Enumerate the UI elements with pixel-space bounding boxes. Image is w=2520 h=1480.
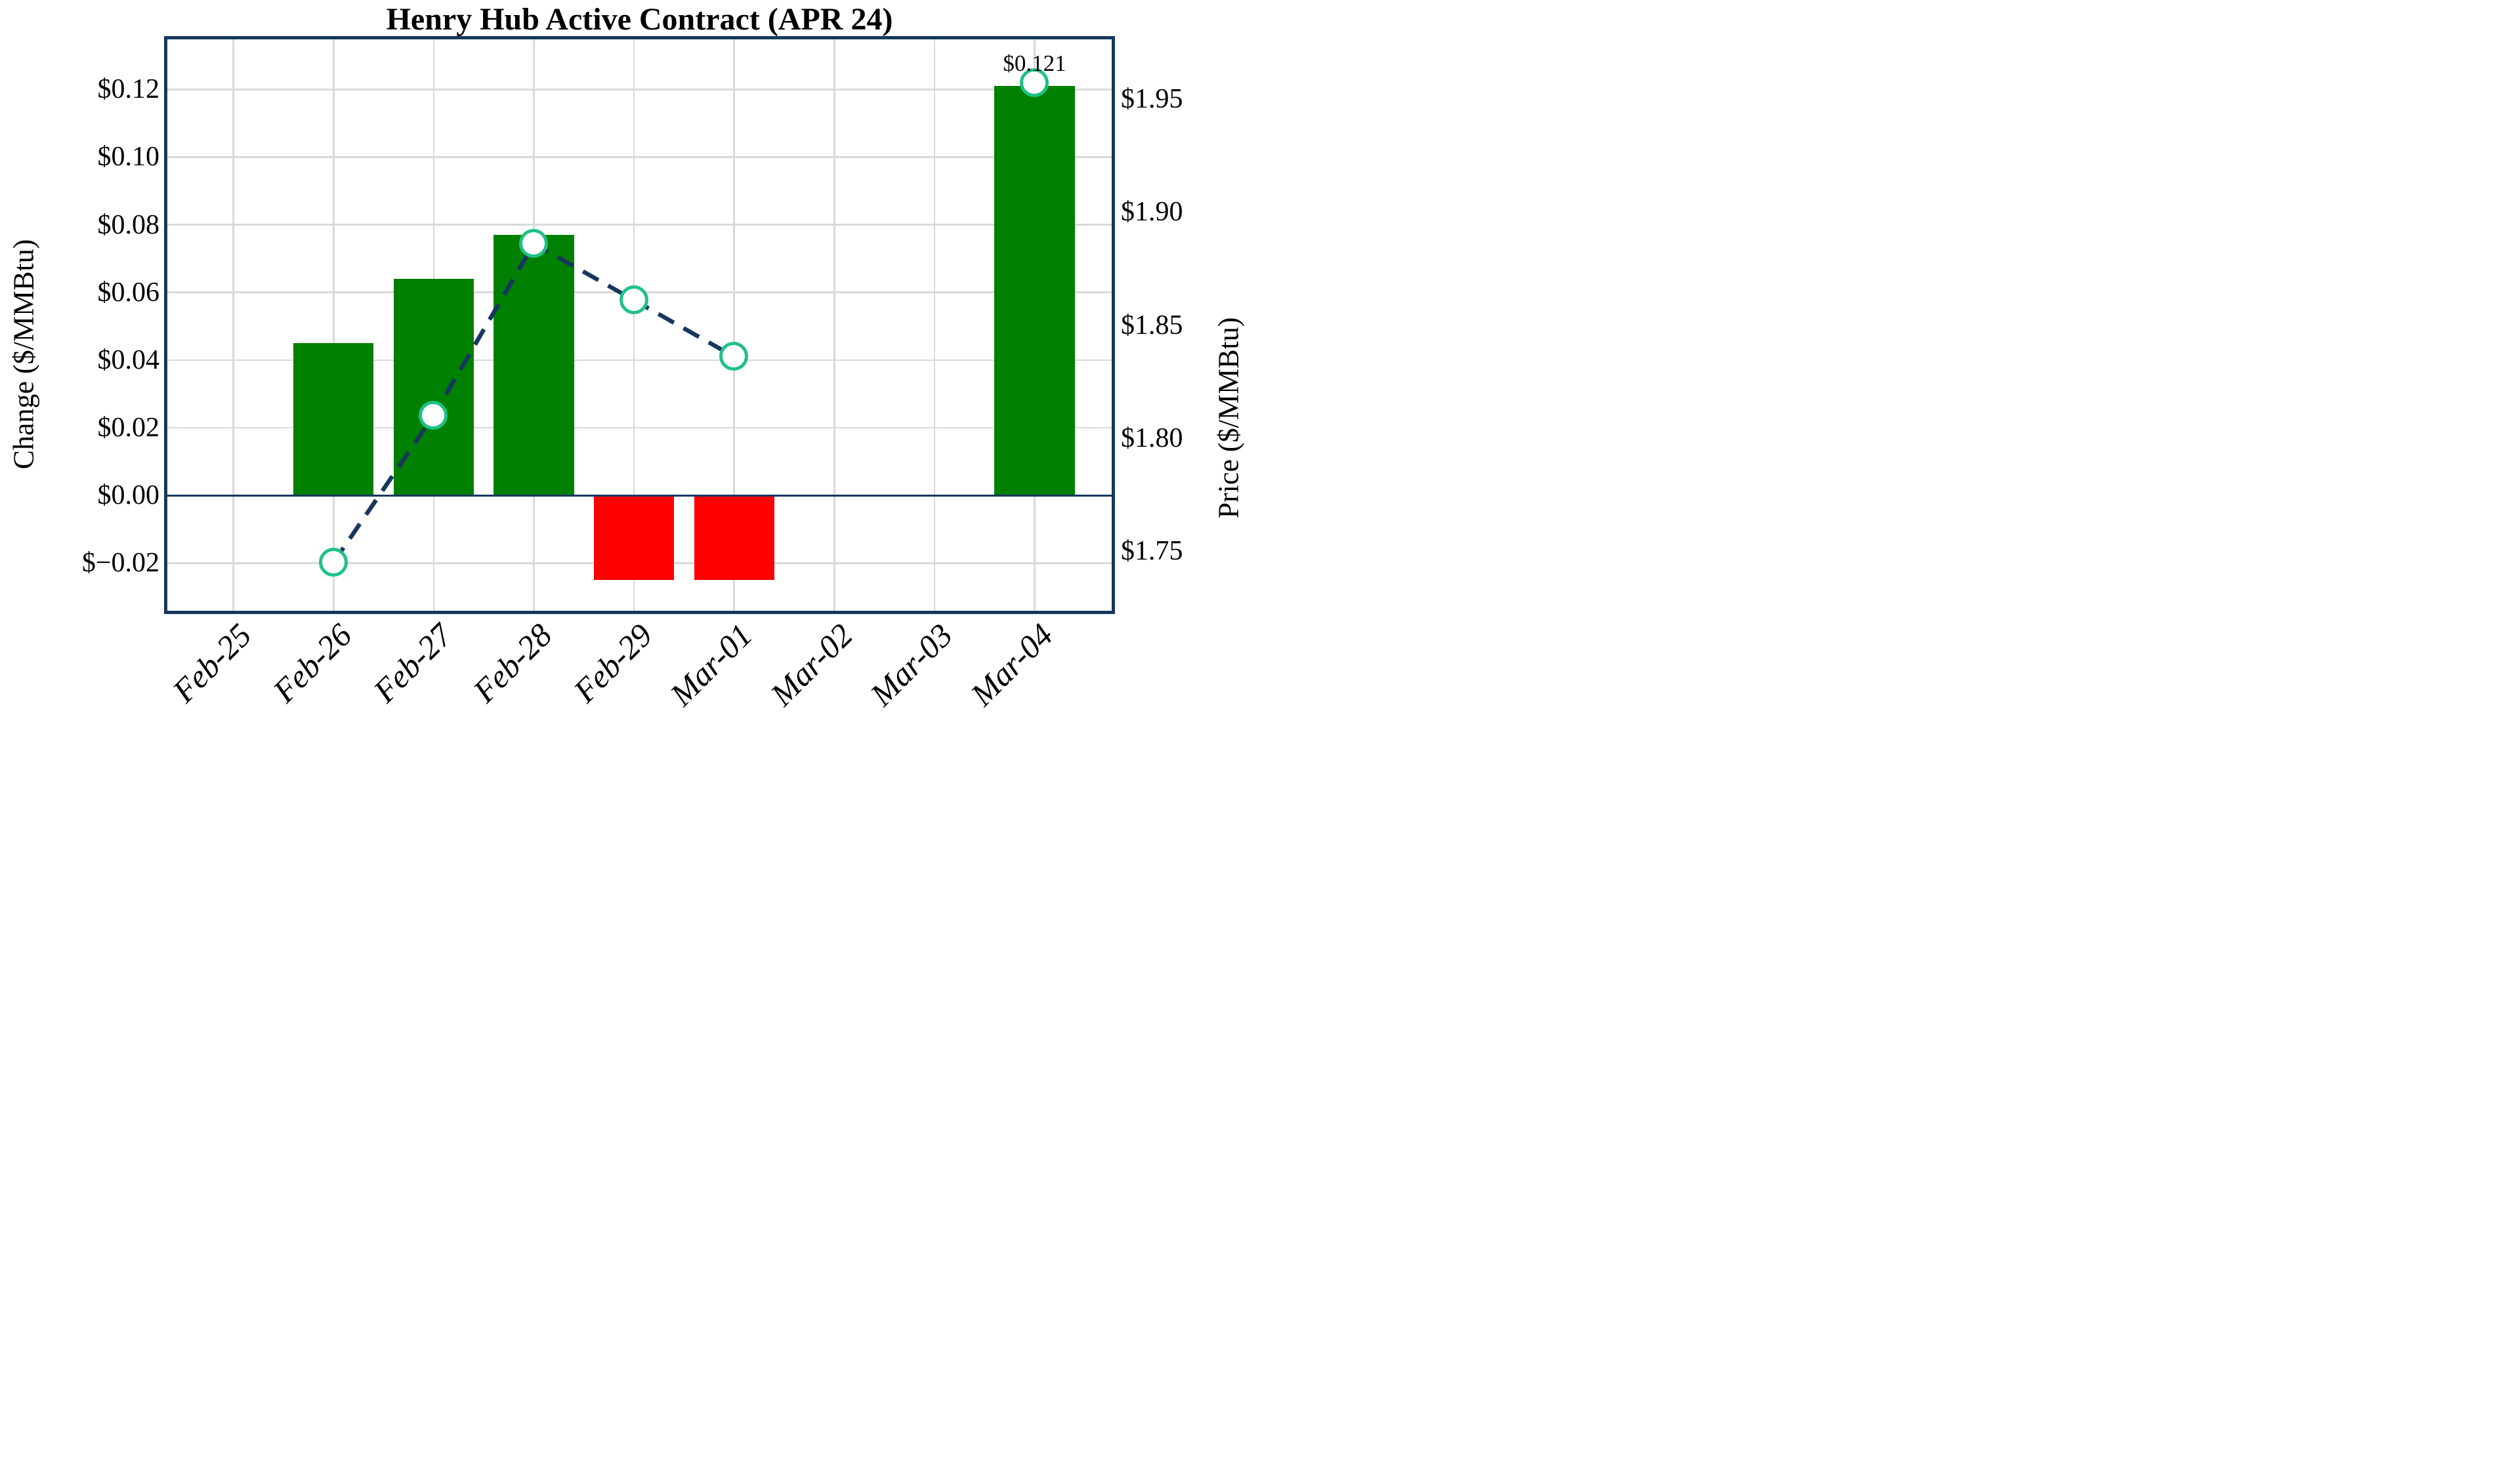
left-axis-tick-label: $0.10 [97,142,160,173]
h-gridline [167,156,1112,158]
marker-layer [0,0,1260,740]
price-line [331,241,736,564]
left-axis-tick-label: $0.04 [97,344,160,375]
h-gridline [167,224,1112,226]
price-marker [519,228,548,258]
right-axis-tick-label: $1.75 [1121,536,1183,567]
v-gridline [733,39,735,611]
tick-label-layer: $0.12 $0.10 $0.08 $0.06 $0.04 $0.02 $0.00 $−0.0… [0,0,1260,740]
left-axis-tick-label: $0.08 [97,209,160,240]
left-axis-tick-label: $−0.02 [81,548,159,579]
left-axis-tick-label: $0.06 [97,277,160,308]
v-gridline [833,39,835,611]
v-gridline [232,39,234,611]
h-gridline [167,359,1112,361]
price-marker [719,342,749,371]
left-axis-tick-label: $0.12 [97,74,160,105]
v-gridline [933,39,936,611]
price-marker [419,400,448,430]
change-bar [594,495,675,581]
zero-line [167,494,1112,497]
bar-value-label: $0.121 [1003,51,1066,76]
price-marker [318,547,348,577]
left-axis-tick-label: $0.02 [97,413,160,443]
right-axis-tick-label: $1.95 [1121,83,1183,114]
h-gridline [167,89,1112,91]
price-marker [619,285,648,315]
right-axis-tick-label: $1.85 [1121,310,1183,340]
change-bar [293,343,374,496]
change-bar [994,86,1075,496]
chart-title: Henry Hub Active Contract (APR 24) [386,2,893,37]
price-marker [1019,68,1049,98]
chart-figure: Henry Hub Active Contract (APR 24) Chang… [0,0,1260,740]
change-bar [694,495,774,581]
change-bar [494,235,574,496]
right-axis-tick-label: $1.90 [1121,197,1183,228]
left-axis-tick-label: $0.00 [97,480,160,511]
change-bar [393,279,474,496]
h-gridline [167,426,1112,429]
v-gridline [633,39,635,611]
right-axis-tick-label: $1.80 [1121,422,1183,453]
bar-layer [0,0,1260,740]
price-line-layer [331,241,736,564]
v-gridline [333,39,335,611]
